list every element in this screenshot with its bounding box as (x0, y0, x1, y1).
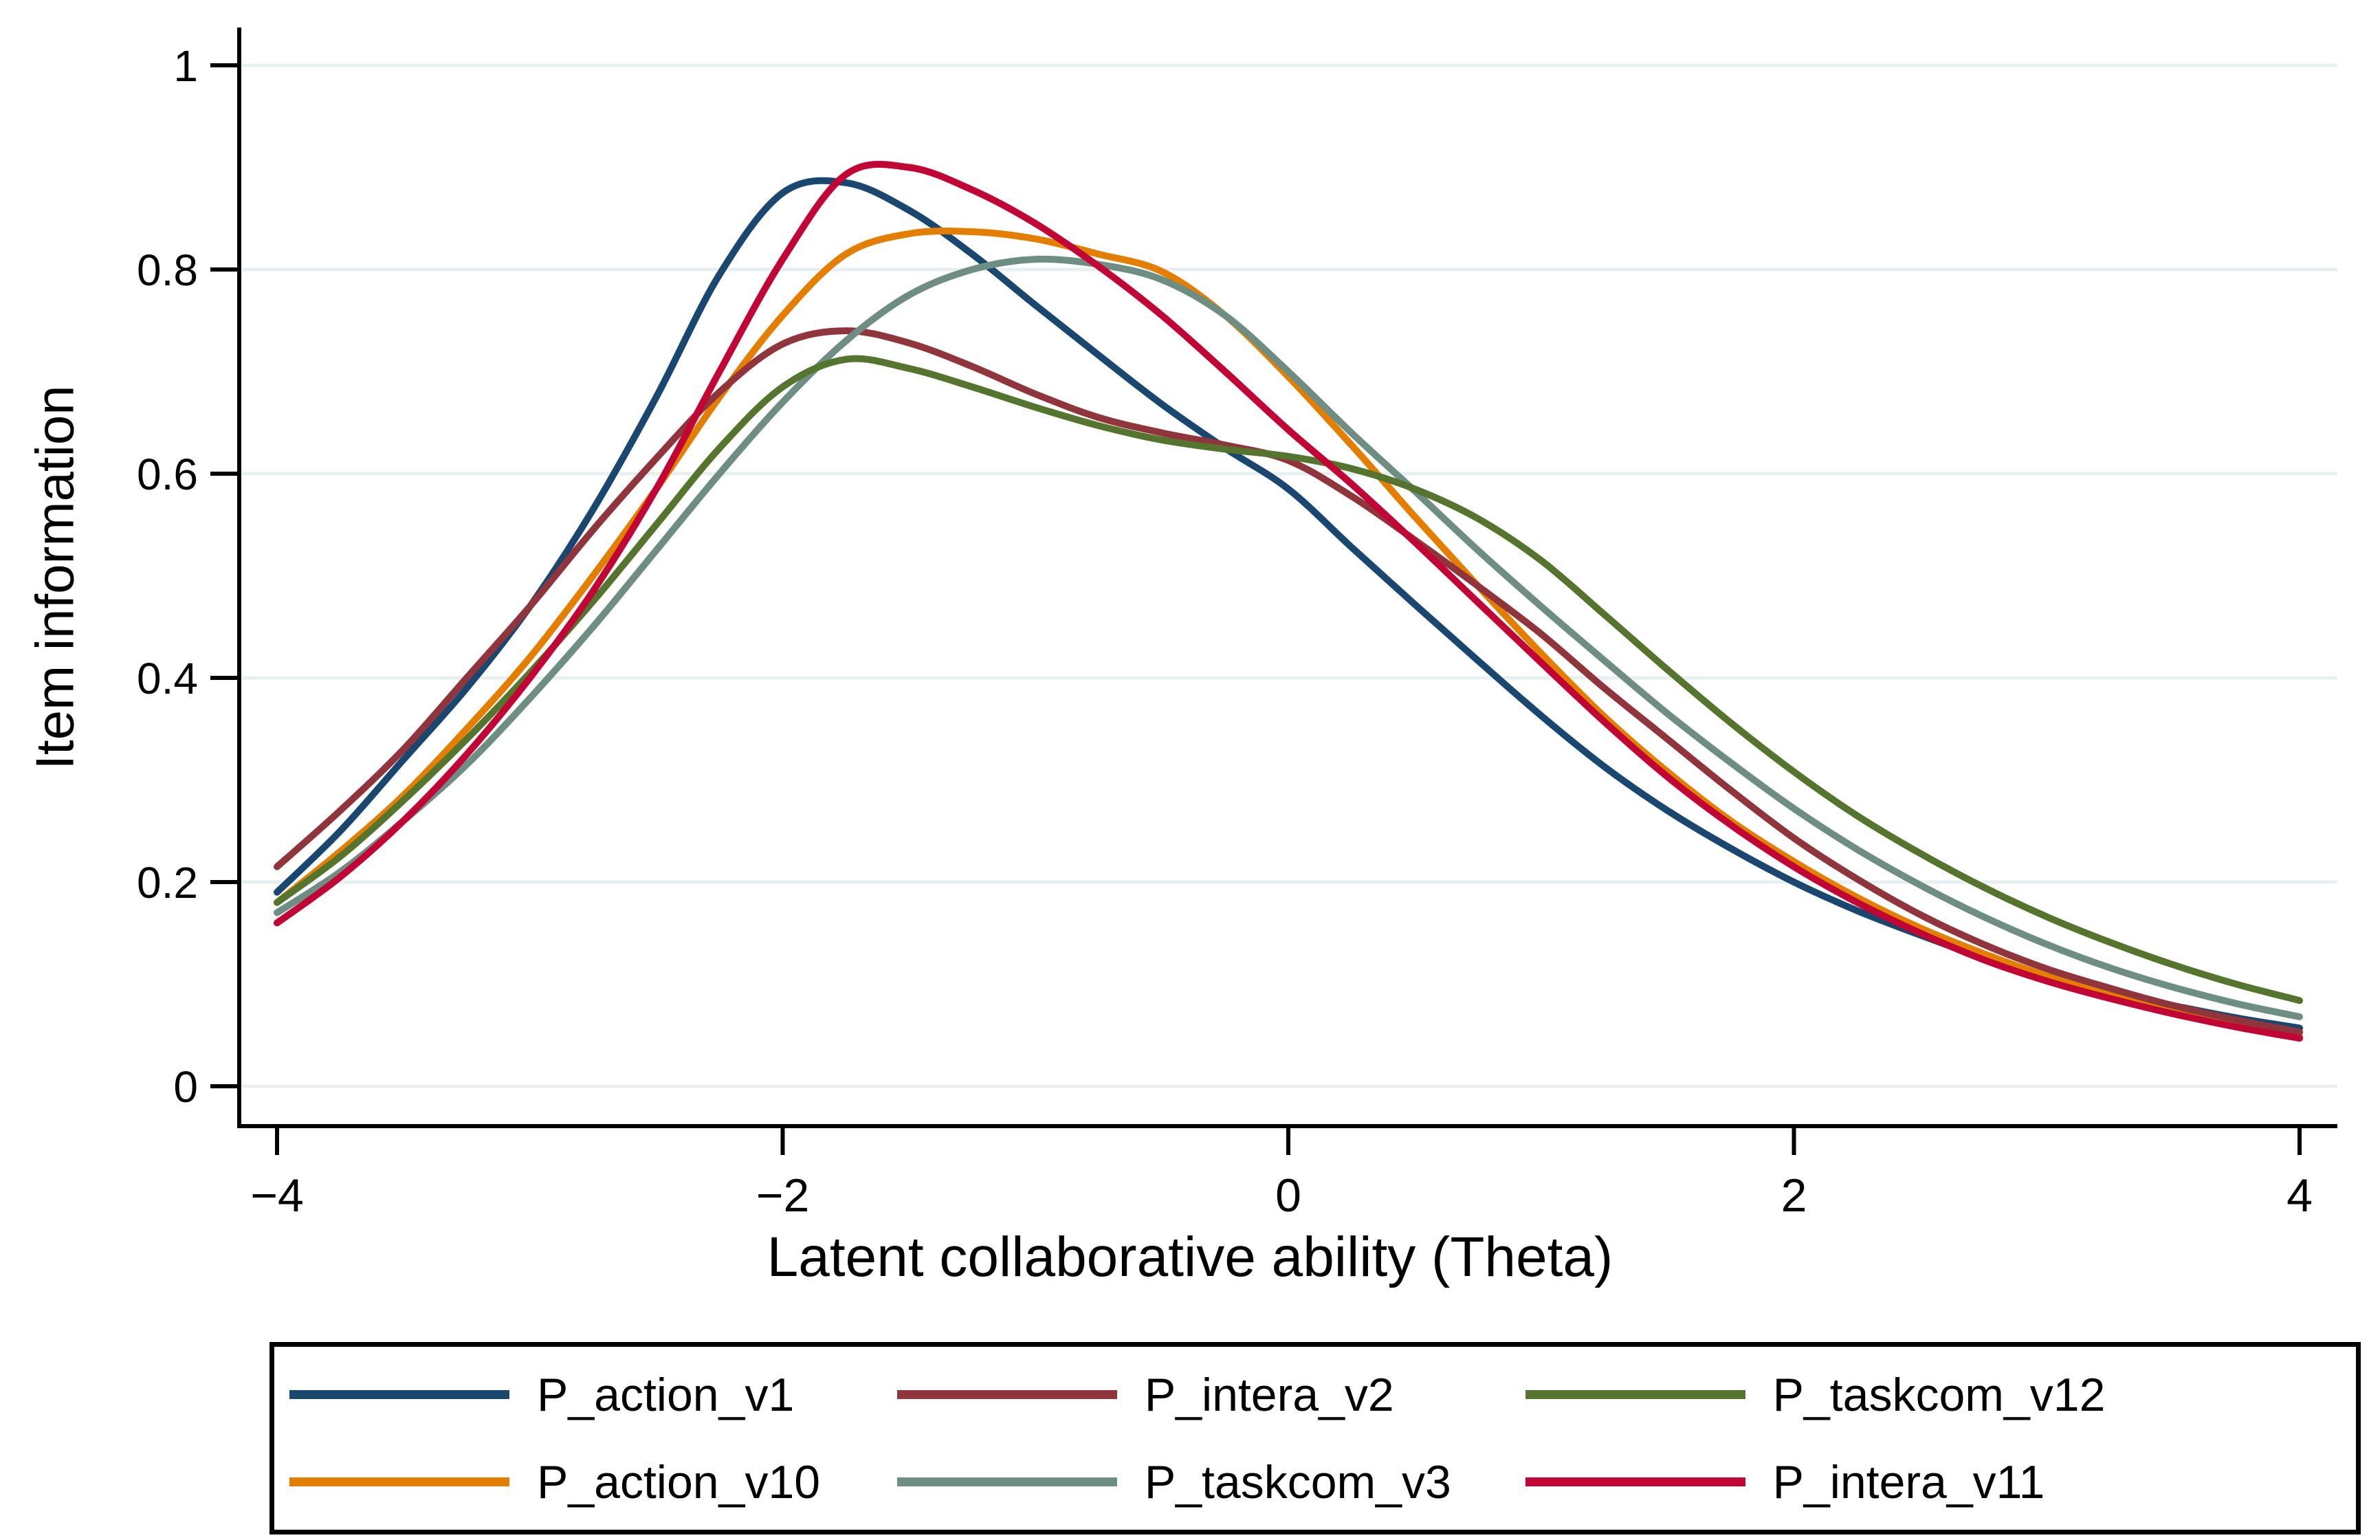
legend-item: P_intera_v11 (1525, 1455, 2349, 1509)
y-tick-label: 1 (173, 41, 198, 91)
x-tick-label: −2 (756, 1169, 810, 1222)
legend-label: P_taskcom_v12 (1772, 1368, 2106, 1421)
y-axis-title: Item information (24, 385, 85, 770)
legend-line-swatch (289, 1477, 509, 1486)
y-tick-label: 0.6 (137, 450, 198, 499)
y-tick-label: 0.4 (137, 654, 198, 703)
plot-area: 0 0.2 0.4 0.6 0.8 1 −4 −2 0 2 4 (137, 28, 2337, 1222)
legend-label: P_action_v1 (537, 1368, 795, 1421)
legend-line-swatch (896, 1390, 1117, 1399)
x-tick-label: −4 (250, 1169, 304, 1222)
legend-line-swatch (896, 1477, 1117, 1486)
legend-line-swatch (289, 1390, 509, 1399)
legend-item: P_action_v10 (289, 1455, 897, 1509)
legend-line-swatch (1525, 1390, 1745, 1399)
legend-label: P_taskcom_v3 (1144, 1455, 1451, 1508)
series-line-P_taskcom_v3 (274, 255, 2303, 1020)
x-axis-title: Latent collaborative ability (Theta) (767, 1226, 1613, 1288)
series-line-P_intera_v11 (274, 160, 2303, 1042)
x-tick-label: 0 (1275, 1169, 1301, 1222)
legend-item: P_intera_v2 (896, 1368, 1525, 1422)
legend: P_action_v1 P_intera_v2 P_taskcom_v12 P_… (269, 1342, 2361, 1534)
series-line-P_action_v10 (274, 228, 2303, 1040)
series-line-P_intera_v2 (274, 327, 2303, 1036)
y-tick-label: 0.2 (137, 858, 198, 908)
y-tick-label: 0 (173, 1062, 198, 1112)
x-tick-label: 2 (1781, 1169, 1807, 1222)
legend-label: P_intera_v2 (1144, 1368, 1394, 1421)
legend-item: P_taskcom_v12 (1525, 1368, 2349, 1422)
legend-label: P_intera_v11 (1772, 1455, 2045, 1508)
legend-item: P_action_v1 (289, 1368, 897, 1422)
series-line-P_taskcom_v12 (274, 355, 2303, 1004)
x-tick-label: 4 (2287, 1169, 2313, 1222)
legend-item: P_taskcom_v3 (896, 1455, 1525, 1509)
legend-line-swatch (1525, 1477, 1745, 1486)
y-tick-label: 0.8 (137, 245, 198, 295)
legend-label: P_action_v10 (537, 1455, 821, 1508)
